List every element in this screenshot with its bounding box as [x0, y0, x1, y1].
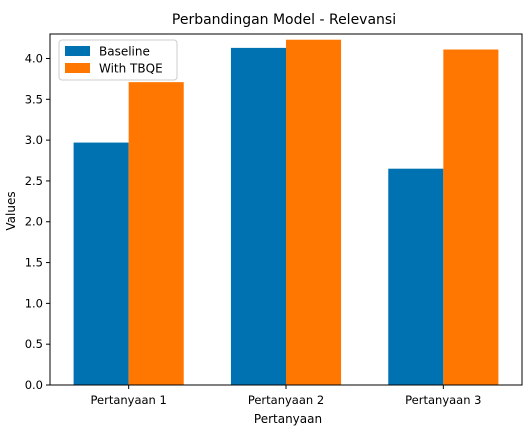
- bar-1-3: [388, 168, 444, 385]
- y-tick-label: 0.0: [25, 378, 43, 392]
- plot-area: 0.0 0.5 1.0 1.5 2.0 2.5 3.0 3.5 4.0 Pertanyaan 1 P…: [25, 33, 523, 407]
- legend-swatch-1: [65, 46, 90, 56]
- y-tick-label: 1.0: [25, 296, 43, 310]
- x-axis-title: Pertanyaan: [254, 412, 322, 426]
- legend-swatch-2: [65, 63, 90, 73]
- y-axis-title: Values: [4, 191, 18, 230]
- bar-1-2: [230, 47, 286, 386]
- chart-title: Perbandingan Model - Relevansi: [172, 12, 396, 28]
- y-tick-label: 3.5: [25, 92, 43, 106]
- x-tick-label: Pertanyaan 1: [90, 393, 166, 407]
- bar-2-1: [128, 82, 184, 385]
- y-tick-label: 2.5: [25, 174, 43, 188]
- x-tick-label: Pertanyaan 3: [405, 393, 481, 407]
- bar-1-1: [73, 142, 129, 385]
- axes-frame: [49, 33, 523, 386]
- y-tick-label: 1.5: [25, 256, 43, 270]
- y-tick-label: 3.0: [25, 133, 43, 147]
- y-tick-label: 4.0: [25, 51, 43, 65]
- legend-label-1: Baseline: [99, 45, 150, 59]
- x-tick-label: Pertanyaan 2: [248, 393, 324, 407]
- y-tick-label: 2.0: [25, 215, 43, 229]
- legend-label-2: With TBQE: [99, 62, 163, 76]
- bar-2-2: [286, 39, 342, 385]
- y-tick-label: 0.5: [25, 337, 43, 351]
- bar-2-3: [443, 49, 499, 385]
